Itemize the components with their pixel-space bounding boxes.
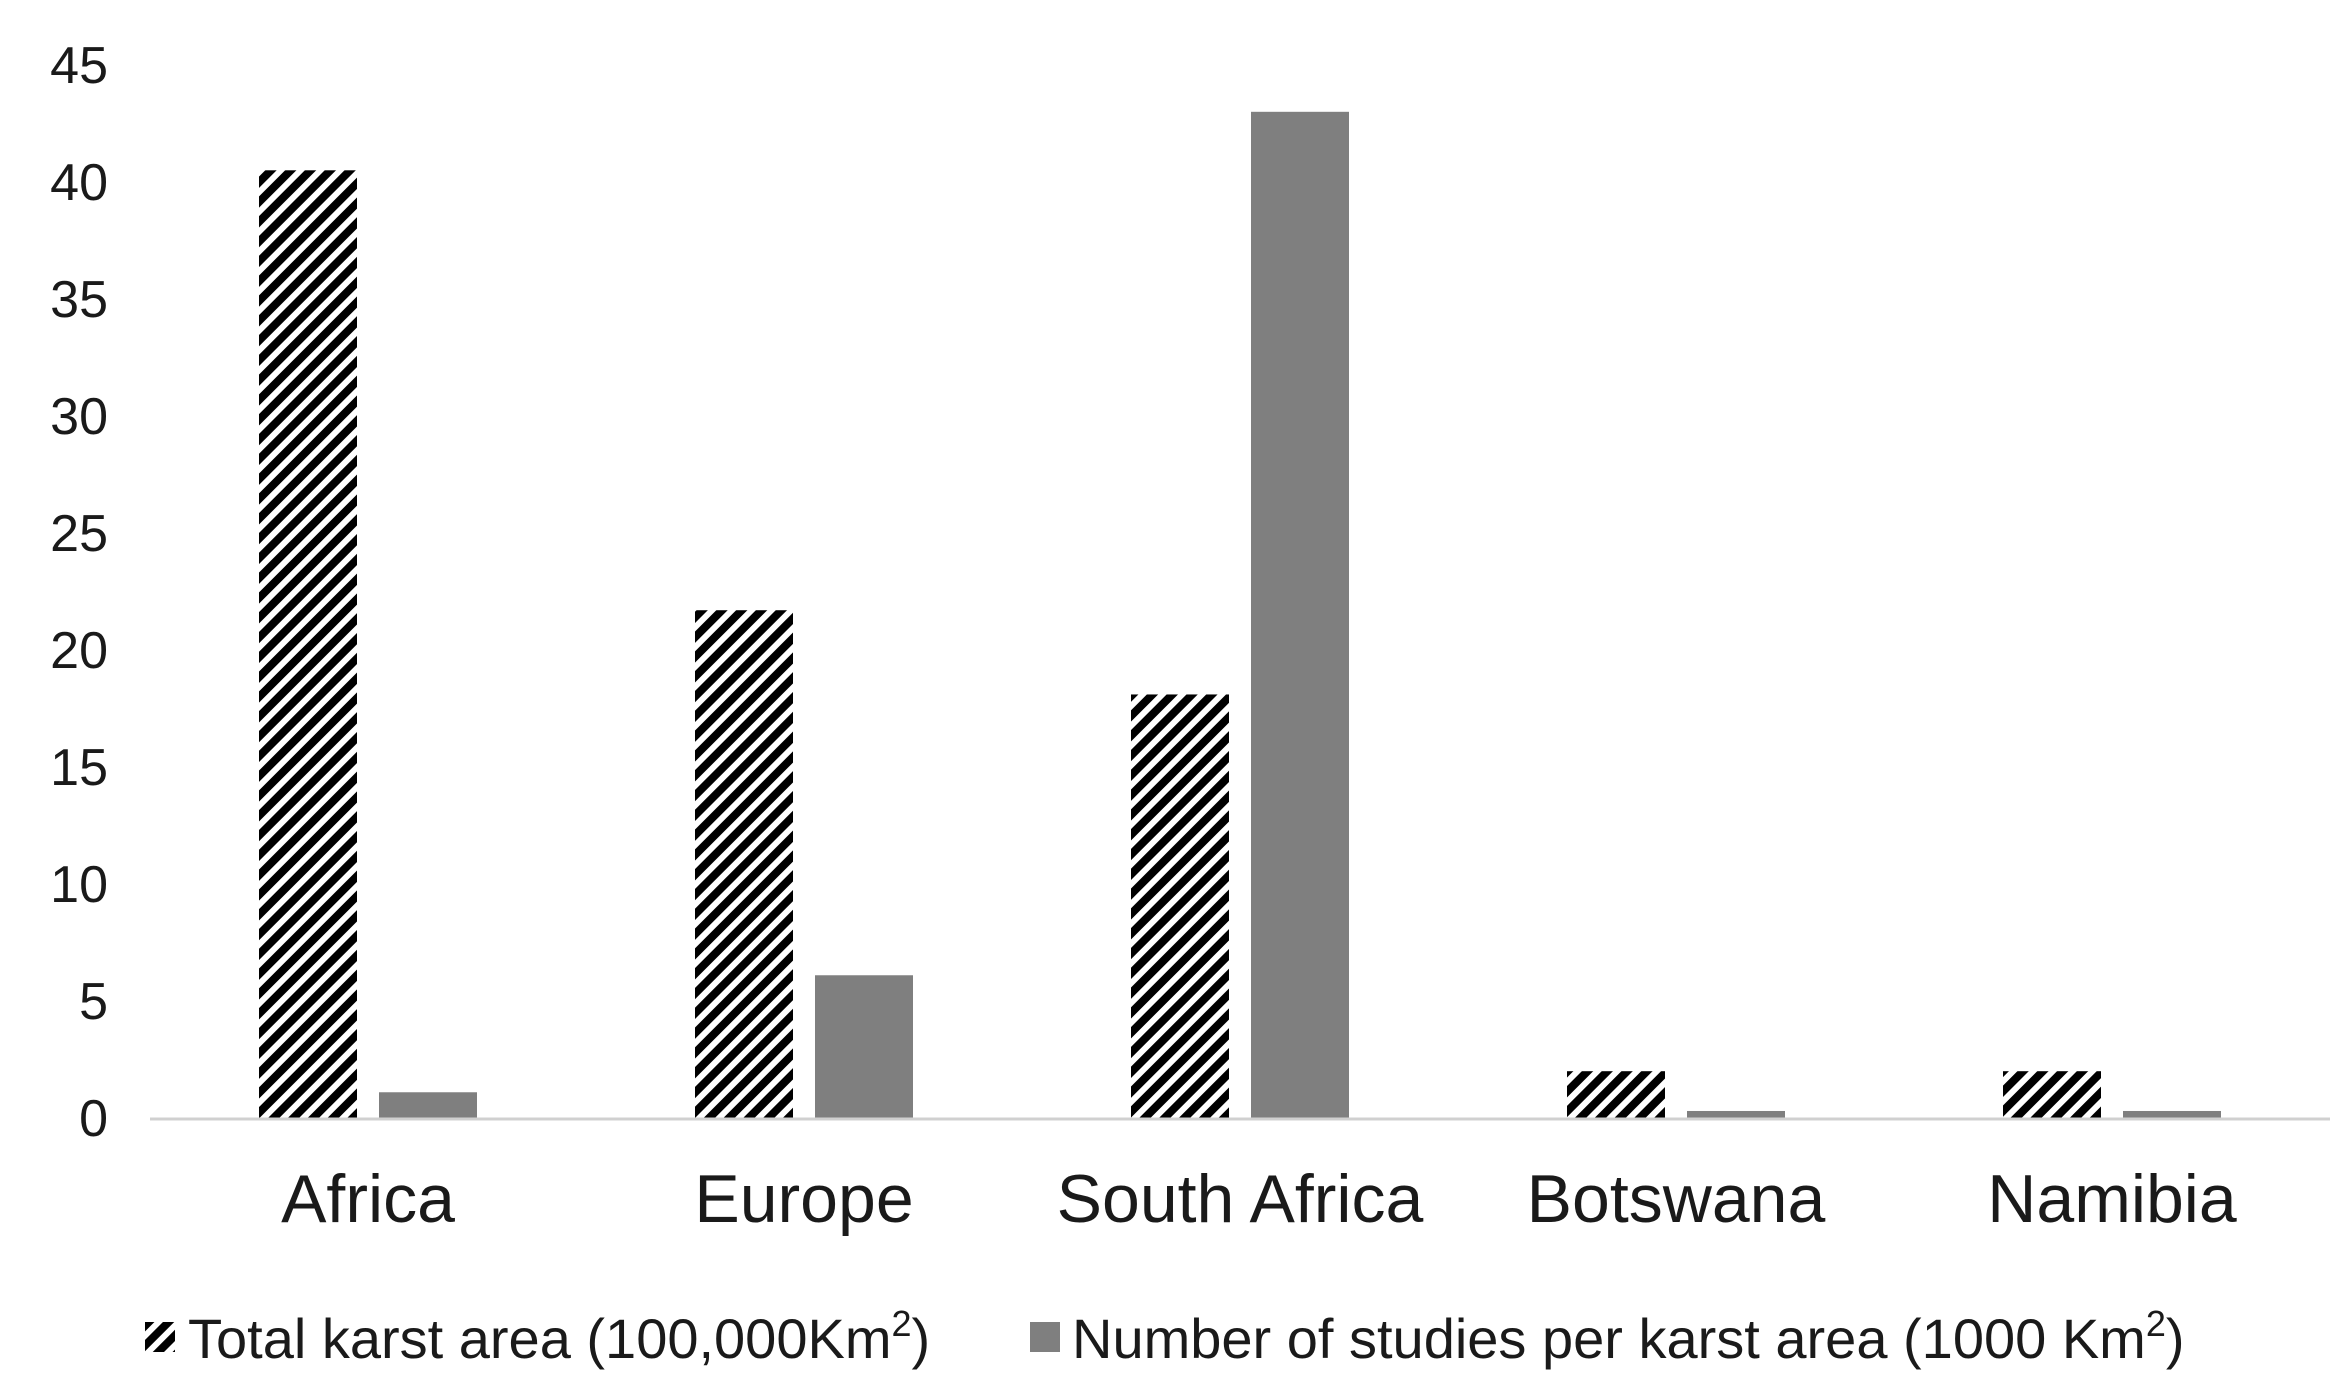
x-tick-label-europe: Europe	[694, 1161, 913, 1237]
bar-number-of-studies-europe	[815, 975, 913, 1118]
bar-total-karst-area-namibia	[2003, 1071, 2101, 1118]
x-tick-label-namibia: Namibia	[1987, 1161, 2237, 1237]
bar-number-of-studies-africa	[379, 1092, 477, 1118]
y-tick-label-35: 35	[50, 271, 108, 329]
legend-label-total-karst-area: Total karst area (100,000Km2)	[188, 1303, 930, 1370]
y-tick-label-20: 20	[50, 622, 108, 680]
bar-number-of-studies-south-africa	[1251, 111, 1349, 1119]
bar-number-of-studies-botswana	[1687, 1110, 1785, 1118]
y-tick-label-45: 45	[50, 37, 108, 95]
legend-label-number-of-studies: Number of studies per karst area (1000 K…	[1072, 1303, 2185, 1370]
legend-label-total-karst-area-main: Total karst area (100,000Km	[188, 1307, 891, 1370]
x-tick-label-africa: Africa	[281, 1161, 455, 1237]
legend-label-number-of-studies-sup: 2	[2146, 1303, 2166, 1344]
legend-swatch-number-of-studies	[1030, 1322, 1060, 1352]
y-tick-label-25: 25	[50, 505, 108, 563]
legend-label-total-karst-area-close: )	[912, 1307, 931, 1370]
y-tick-label-0: 0	[79, 1090, 108, 1148]
x-tick-label-south-africa: South Africa	[1057, 1161, 1424, 1237]
x-tick-label-botswana: Botswana	[1527, 1161, 1826, 1237]
y-axis-ticks: 0 5 10 15 20 25 30 35 40 45	[50, 37, 108, 1148]
bar-total-karst-area-africa	[259, 170, 357, 1119]
y-tick-label-40: 40	[50, 154, 108, 212]
legend-swatch-total-karst-area	[145, 1322, 175, 1352]
y-tick-label-5: 5	[79, 973, 108, 1031]
legend-label-number-of-studies-main: Number of studies per karst area (1000 K…	[1072, 1307, 2146, 1370]
y-tick-label-30: 30	[50, 388, 108, 446]
legend: Total karst area (100,000Km2) Number of …	[145, 1303, 2185, 1370]
bar-total-karst-area-south-africa	[1131, 694, 1229, 1118]
bar-total-karst-area-botswana	[1567, 1071, 1665, 1118]
y-tick-label-10: 10	[50, 856, 108, 914]
bars-group	[259, 111, 2221, 1119]
legend-label-number-of-studies-close: )	[2166, 1307, 2185, 1370]
x-axis-labels: Africa Europe South Africa Botswana Namibia	[281, 1161, 2237, 1237]
y-tick-label-15: 15	[50, 739, 108, 797]
bar-number-of-studies-namibia	[2123, 1110, 2221, 1118]
bar-total-karst-area-europe	[695, 610, 793, 1118]
legend-label-total-karst-area-sup: 2	[891, 1303, 911, 1344]
